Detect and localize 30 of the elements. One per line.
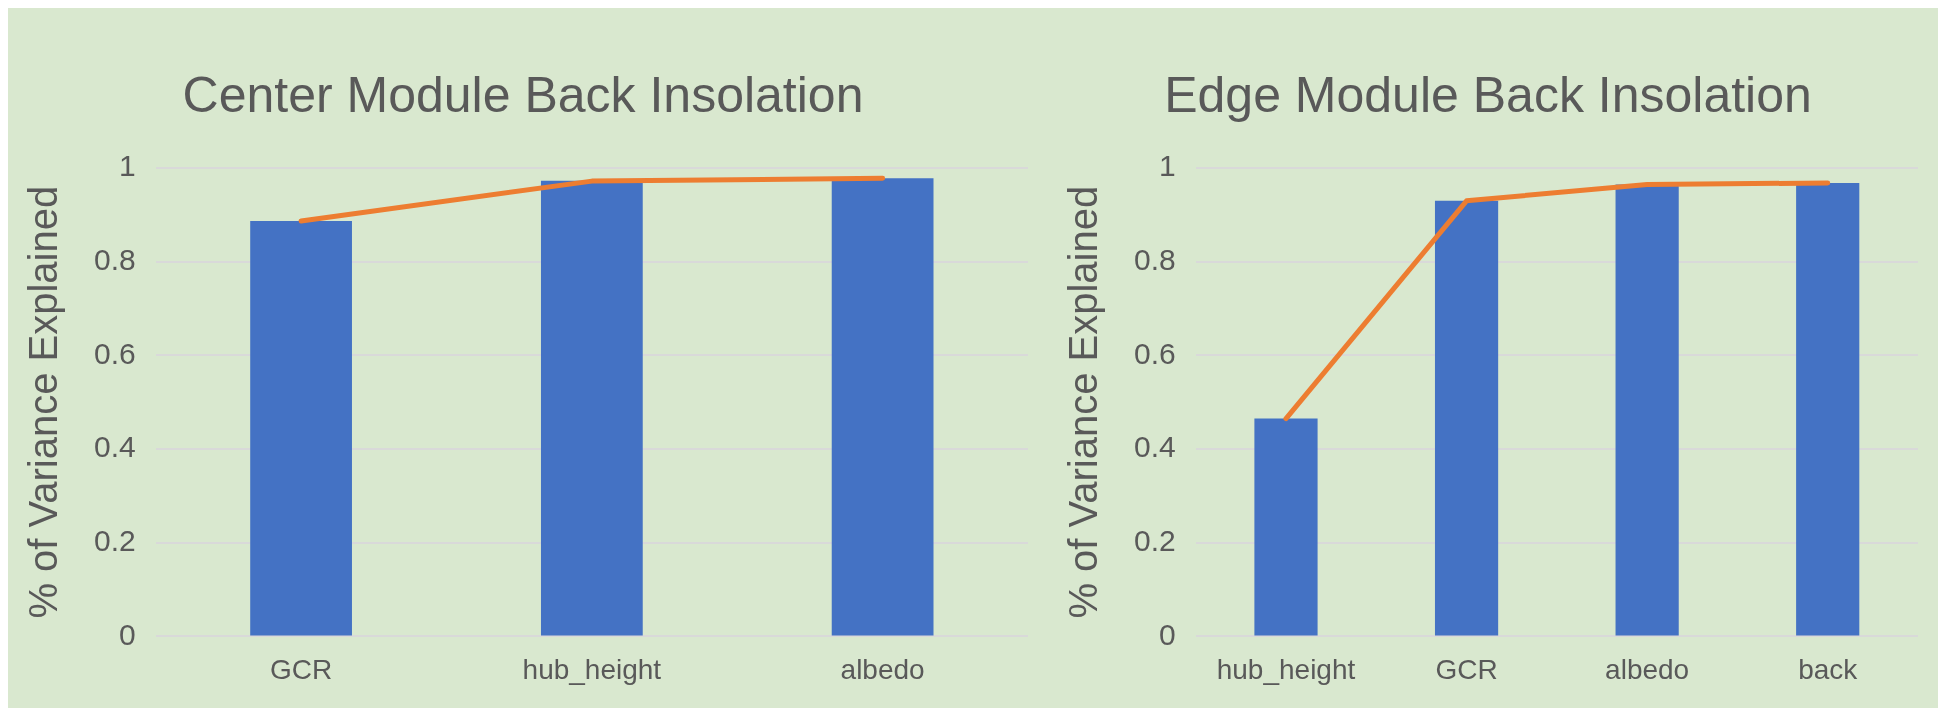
y-tick-label: 0.6 [1133, 336, 1176, 370]
y-tick-label: 0.2 [93, 523, 136, 557]
y-tick-label: 0.4 [1133, 430, 1176, 464]
x-tick-label: back [1798, 653, 1859, 685]
x-tick-label: albedo [840, 653, 925, 685]
y-tick-label: 0 [119, 617, 136, 651]
y-tick-label: 1 [119, 149, 136, 183]
bar [831, 178, 934, 636]
bar [1615, 184, 1679, 636]
bar [1434, 200, 1499, 636]
y-tick-label: 0.8 [1133, 242, 1176, 276]
x-tick-label: hub_height [522, 653, 662, 685]
y-tick-label: 0 [1159, 617, 1176, 651]
x-tick-label: GCR [1435, 653, 1498, 685]
x-tick-label: GCR [269, 653, 333, 685]
bar [1254, 418, 1318, 636]
y-tick-label: 1 [1159, 149, 1176, 183]
y-axis-title: % of Variance Explained [21, 185, 66, 619]
x-tick-label: albedo [1605, 653, 1690, 685]
bar [1796, 182, 1860, 636]
y-axis-title: % of Variance Explained [1061, 185, 1106, 619]
bar [540, 180, 643, 636]
y-tick-label: 0.8 [93, 242, 136, 276]
x-tick-label: hub_height [1216, 653, 1356, 685]
y-tick-label: 0.4 [93, 430, 136, 464]
y-tick-label: 0.6 [93, 336, 136, 370]
bar [250, 220, 352, 636]
chart-title: Edge Module Back Insolation [1164, 66, 1812, 123]
chart-title: Center Module Back Insolation [182, 66, 864, 123]
y-tick-label: 0.2 [1133, 523, 1176, 557]
